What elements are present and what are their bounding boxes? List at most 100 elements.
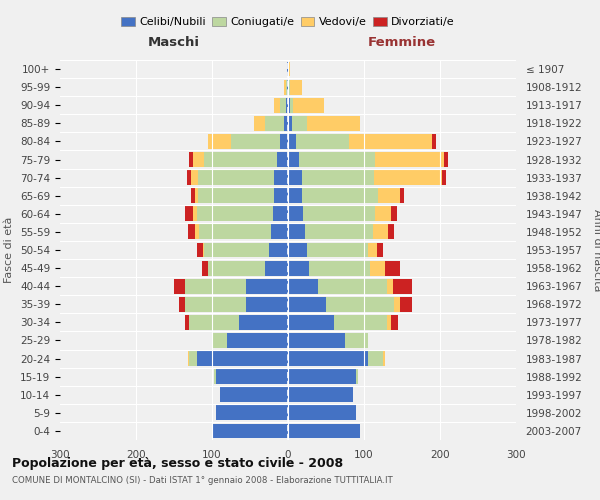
Bar <box>286 98 288 112</box>
Bar <box>288 351 368 366</box>
Bar <box>288 98 290 112</box>
Bar <box>303 206 376 221</box>
Bar <box>287 62 288 76</box>
Bar <box>288 206 303 221</box>
Bar <box>388 224 394 240</box>
Bar <box>444 152 448 167</box>
Bar <box>391 315 398 330</box>
Bar <box>288 279 319 293</box>
Bar <box>220 388 288 402</box>
Bar <box>212 424 288 438</box>
Bar <box>195 224 199 240</box>
Bar <box>377 242 383 258</box>
Bar <box>197 206 273 221</box>
Bar <box>189 152 193 167</box>
Bar <box>442 170 446 185</box>
Text: COMUNE DI MONTALCINO (SI) - Dati ISTAT 1° gennaio 2008 - Elaborazione TUTTITALIA: COMUNE DI MONTALCINO (SI) - Dati ISTAT 1… <box>12 476 393 485</box>
Bar <box>299 152 376 167</box>
Bar <box>307 242 368 258</box>
Bar <box>193 206 197 221</box>
Bar <box>368 351 383 366</box>
Bar <box>376 206 391 221</box>
Bar <box>205 242 269 258</box>
Bar <box>284 80 286 94</box>
Bar <box>334 315 387 330</box>
Bar <box>326 297 394 312</box>
Bar <box>387 315 391 330</box>
Bar <box>174 279 185 293</box>
Bar <box>288 224 305 240</box>
Bar <box>185 297 246 312</box>
Bar <box>288 388 353 402</box>
Bar <box>188 224 195 240</box>
Bar <box>307 116 360 131</box>
Bar <box>288 134 296 149</box>
Bar <box>377 188 400 203</box>
Bar <box>293 98 324 112</box>
Bar <box>191 188 194 203</box>
Bar <box>280 134 288 149</box>
Bar <box>400 188 404 203</box>
Bar <box>370 260 385 276</box>
Y-axis label: Fasce di età: Fasce di età <box>4 217 14 283</box>
Text: Maschi: Maschi <box>148 36 200 49</box>
Bar <box>349 134 433 149</box>
Legend: Celibi/Nubili, Coniugati/e, Vedovi/e, Divorziati/e: Celibi/Nubili, Coniugati/e, Vedovi/e, Di… <box>117 12 459 32</box>
Text: Femmine: Femmine <box>368 36 436 49</box>
Bar <box>185 315 189 330</box>
Bar <box>289 80 290 94</box>
Bar <box>289 62 290 76</box>
Bar <box>288 188 302 203</box>
Bar <box>288 424 360 438</box>
Bar <box>193 152 205 167</box>
Bar <box>345 333 368 348</box>
Bar <box>302 170 374 185</box>
Bar <box>287 80 288 94</box>
Bar <box>274 170 288 185</box>
Bar <box>288 297 326 312</box>
Bar <box>269 242 288 258</box>
Bar <box>202 260 208 276</box>
Bar <box>391 206 397 221</box>
Bar <box>212 333 227 348</box>
Bar <box>368 242 377 258</box>
Bar <box>246 279 288 293</box>
Bar <box>246 297 288 312</box>
Bar <box>197 351 288 366</box>
Bar <box>208 134 231 149</box>
Bar <box>385 260 400 276</box>
Bar <box>188 351 189 366</box>
Bar <box>288 260 309 276</box>
Bar <box>373 224 388 240</box>
Bar <box>191 170 199 185</box>
Bar <box>374 170 442 185</box>
Bar <box>203 242 205 258</box>
Bar <box>393 279 412 293</box>
Bar <box>288 170 302 185</box>
Bar <box>356 369 358 384</box>
Bar <box>284 116 288 131</box>
Bar <box>288 116 292 131</box>
Bar <box>199 188 274 203</box>
Bar <box>400 297 412 312</box>
Bar <box>302 188 377 203</box>
Bar <box>288 80 289 94</box>
Bar <box>208 260 265 276</box>
Bar <box>265 260 288 276</box>
Bar <box>288 369 356 384</box>
Bar <box>216 369 288 384</box>
Bar <box>296 134 349 149</box>
Bar <box>197 242 203 258</box>
Bar <box>199 170 274 185</box>
Bar <box>433 134 436 149</box>
Bar <box>189 315 239 330</box>
Bar <box>185 279 246 293</box>
Bar <box>280 98 286 112</box>
Bar <box>305 224 373 240</box>
Bar <box>271 224 288 240</box>
Bar <box>376 152 444 167</box>
Bar <box>205 152 277 167</box>
Bar <box>187 170 191 185</box>
Bar <box>309 260 370 276</box>
Bar <box>189 351 197 366</box>
